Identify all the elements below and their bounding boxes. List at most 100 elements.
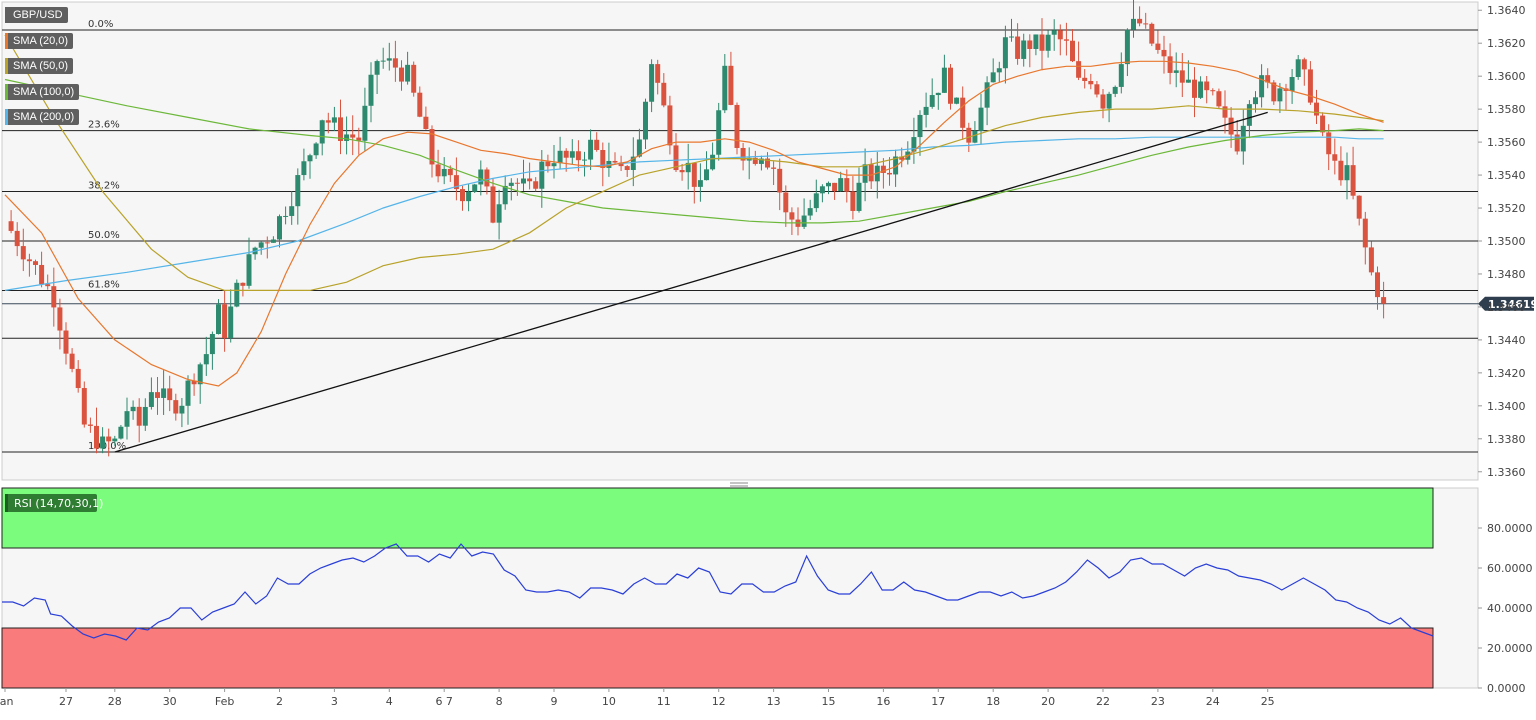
candle-body xyxy=(880,165,886,173)
candle-body xyxy=(1100,94,1106,109)
x-tick-label: 13 xyxy=(767,695,781,708)
candle-body xyxy=(929,95,935,107)
candle-body xyxy=(643,101,648,140)
candle-body xyxy=(923,106,929,115)
candle-body xyxy=(508,182,514,186)
candle-body xyxy=(155,392,160,398)
candle-body xyxy=(722,65,728,111)
rsi-y-tick-label: 80.0000 xyxy=(1487,522,1533,535)
candle-body xyxy=(313,143,319,156)
y-tick-label: 1.3620 xyxy=(1487,37,1526,50)
candle-body xyxy=(94,425,99,449)
candle-body xyxy=(563,150,569,158)
candle-body xyxy=(234,282,240,307)
legend-label: SMA (20,0) xyxy=(13,34,69,47)
candle-body xyxy=(203,354,209,365)
candle-body xyxy=(496,204,502,223)
candle-body xyxy=(1045,34,1051,51)
candle-body xyxy=(618,162,624,167)
candle-body xyxy=(1185,79,1191,83)
candle-body xyxy=(1228,117,1234,135)
candle-body xyxy=(51,286,57,308)
last-price-label: 1.34619 xyxy=(1488,298,1536,311)
x-tick-label: 18 xyxy=(986,695,1000,708)
legend-item[interactable]: SMA (100,0) xyxy=(5,83,80,100)
candle-body xyxy=(746,157,752,161)
candle-body xyxy=(466,191,472,202)
candle-body xyxy=(130,406,136,412)
candle-body xyxy=(258,242,264,248)
candle-body xyxy=(423,116,429,130)
candle-body xyxy=(173,400,179,414)
candle-body xyxy=(1015,36,1021,59)
candle-body xyxy=(222,304,228,338)
legend-item[interactable]: GBP/USD xyxy=(5,7,68,23)
candle-body xyxy=(1009,36,1014,38)
y-tick-label: 1.3520 xyxy=(1487,202,1526,215)
candle-body xyxy=(588,139,594,160)
candle-body xyxy=(1368,247,1374,273)
y-tick-label: 1.3400 xyxy=(1487,400,1526,413)
rsi-oversold-zone xyxy=(1,627,1434,689)
candle-body xyxy=(179,405,185,414)
candle-body xyxy=(594,139,600,151)
x-tick-label: 4 xyxy=(386,695,393,708)
y-tick-label: 1.3460 xyxy=(1487,301,1526,314)
x-tick-label: 30 xyxy=(163,695,177,708)
legend-label: SMA (100,0) xyxy=(13,85,75,98)
candle-body xyxy=(411,64,417,93)
candle-body xyxy=(990,72,996,83)
candle-body xyxy=(673,145,679,171)
candle-body xyxy=(1076,61,1082,78)
candle-body xyxy=(453,175,459,190)
candle-body xyxy=(75,368,81,389)
candle-body xyxy=(1124,29,1130,65)
y-tick-label: 1.3380 xyxy=(1487,433,1526,446)
x-tick-label: 28 xyxy=(108,695,122,708)
candle-body xyxy=(380,60,386,62)
candle-body xyxy=(1277,88,1283,102)
candle-body xyxy=(1192,79,1197,98)
candle-body xyxy=(960,97,966,128)
candle-body xyxy=(1240,125,1246,152)
fib-label: 38.2% xyxy=(88,181,120,192)
fib-label: 0.0% xyxy=(88,19,113,30)
candle-body xyxy=(649,64,655,102)
candle-body xyxy=(356,137,362,141)
candle-body xyxy=(1149,23,1155,44)
candle-body xyxy=(582,159,587,161)
candle-body xyxy=(1063,39,1069,41)
candle-body xyxy=(344,134,350,141)
candle-body xyxy=(374,61,380,75)
candle-body xyxy=(630,156,636,170)
candle-body xyxy=(716,110,722,155)
candle-body xyxy=(118,426,124,439)
candle-body xyxy=(14,230,20,247)
legend-item[interactable]: SMA (200,0) xyxy=(5,109,80,125)
candle-body xyxy=(1198,81,1204,98)
candle-body xyxy=(8,221,14,231)
trendline xyxy=(114,111,1268,453)
candle-body xyxy=(1051,30,1057,35)
x-tick-label: 9 xyxy=(551,695,558,708)
legend-item[interactable]: SMA (50,0) xyxy=(5,58,74,74)
candle-body xyxy=(1332,154,1338,161)
candle-body xyxy=(1271,82,1277,102)
candle-body xyxy=(899,156,905,160)
candle-body xyxy=(575,151,581,161)
candle-body xyxy=(911,137,917,152)
candle-body xyxy=(691,162,697,187)
candle-body xyxy=(941,67,947,93)
y-tick-label: 1.3420 xyxy=(1487,367,1526,380)
candle-body xyxy=(1350,165,1356,196)
sma-100-line xyxy=(4,78,1384,224)
candle-body xyxy=(1362,218,1368,248)
x-tick-label: 25 xyxy=(1261,695,1275,708)
candle-body xyxy=(191,380,197,385)
candle-body xyxy=(33,261,38,265)
candle-body xyxy=(1222,106,1228,118)
candle-body xyxy=(685,162,691,173)
candle-body xyxy=(1234,134,1240,152)
legend-item[interactable]: SMA (20,0) xyxy=(5,32,74,49)
rsi-label-badge xyxy=(5,494,97,512)
